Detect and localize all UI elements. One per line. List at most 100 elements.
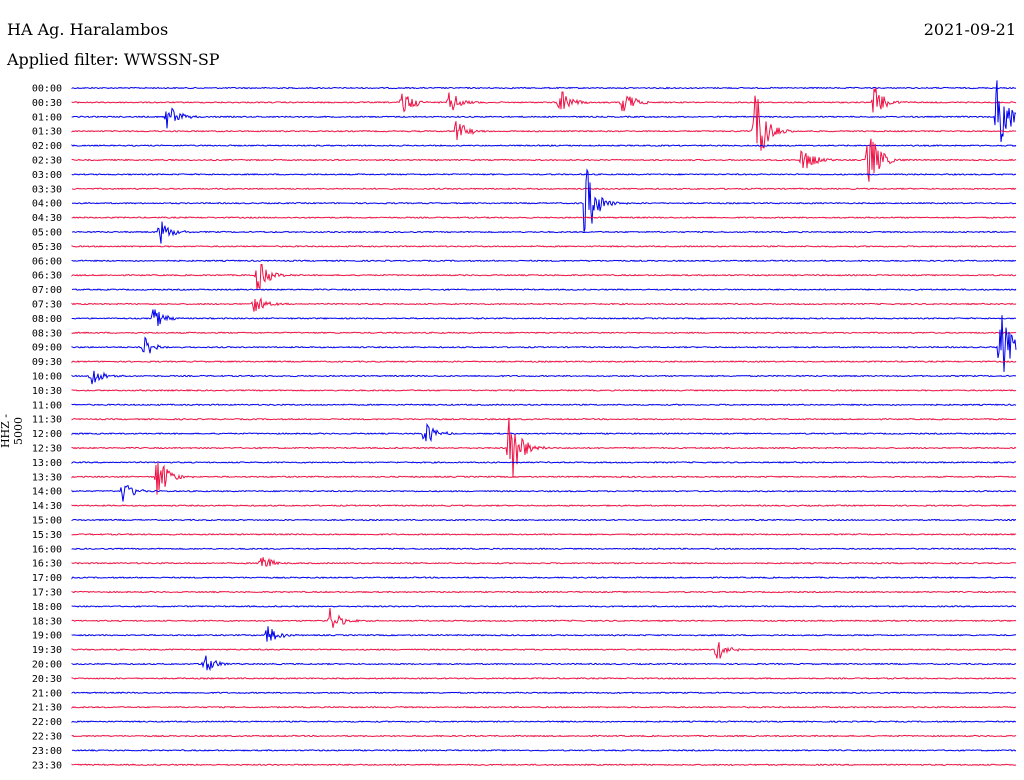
time-tick-label: 01:30: [32, 127, 62, 138]
time-tick-label: 09:00: [32, 343, 62, 354]
time-tick-label: 02:00: [32, 141, 62, 152]
trace-line: [71, 417, 1017, 421]
time-tick-label: 03:30: [32, 184, 62, 195]
trace-line: [71, 259, 1016, 263]
time-tick-label: 03:00: [32, 170, 62, 181]
trace-line: [71, 705, 1016, 709]
trace-line: [71, 557, 1017, 567]
time-tick-label: 00:30: [32, 98, 62, 109]
trace-line: [71, 626, 1017, 642]
time-tick-label: 08:30: [32, 328, 62, 339]
time-tick-label: 02:30: [32, 156, 62, 167]
trace-line: [71, 608, 1017, 628]
trace-line: [71, 749, 1017, 752]
time-tick-label: 23:00: [32, 746, 62, 757]
time-tick-label: 11:00: [32, 400, 62, 411]
trace-line: [71, 422, 1017, 443]
trace-line: [71, 734, 1017, 738]
trace-line: [71, 331, 1017, 335]
trace-line: [71, 691, 1017, 695]
trace-line: [71, 504, 1017, 507]
time-tick-label: 21:00: [32, 688, 62, 699]
time-tick-label: 17:00: [32, 573, 62, 584]
time-tick-label: 21:30: [32, 703, 62, 714]
time-tick-label: 12:30: [32, 444, 62, 455]
trace-line: [71, 461, 1017, 464]
time-tick-label: 05:30: [32, 242, 62, 253]
time-tick-label: 13:30: [32, 472, 62, 483]
time-labels: 00:00 00:30 01:00 01:30 02:00 02:30 03:00 03:30…: [32, 84, 62, 772]
time-tick-label: 08:00: [32, 314, 62, 325]
trace-line: [71, 655, 1017, 672]
trace-line: [71, 221, 1017, 244]
time-tick-label: 19:30: [32, 645, 62, 656]
trace-line: [71, 86, 1017, 90]
trace-line: [71, 605, 1017, 608]
trace-line: [71, 297, 1017, 312]
time-tick-label: 04:00: [32, 199, 62, 210]
time-tick-label: 06:30: [32, 271, 62, 282]
trace-line: [71, 370, 1017, 385]
time-tick-label: 07:30: [32, 300, 62, 311]
trace-line: [71, 642, 1017, 659]
time-tick-label: 01:00: [32, 112, 62, 123]
trace-line: [71, 403, 1017, 407]
time-tick-label: 12:00: [32, 429, 62, 440]
trace-line: [71, 80, 1017, 142]
time-tick-label: 13:00: [32, 458, 62, 469]
trace-line: [71, 590, 1017, 594]
filter-label: Applied filter: WWSSN-SP: [7, 50, 220, 69]
trace-line: [71, 518, 1017, 522]
trace-line: [71, 360, 1017, 364]
time-tick-label: 10:30: [32, 386, 62, 397]
time-tick-label: 04:30: [32, 213, 62, 224]
time-tick-label: 20:30: [32, 674, 62, 685]
trace-line: [71, 533, 1017, 536]
time-tick-label: 14:30: [32, 501, 62, 512]
trace-line: [71, 264, 1017, 290]
time-tick-label: 15:30: [32, 530, 62, 541]
trace-line: [71, 576, 1017, 580]
time-tick-label: 15:00: [32, 516, 62, 527]
trace-line: [71, 216, 1017, 219]
time-tick-label: 11:30: [32, 415, 62, 426]
time-tick-label: 22:00: [32, 717, 62, 728]
trace-line: [71, 417, 1017, 478]
time-tick-label: 09:30: [32, 357, 62, 368]
time-tick-label: 16:30: [32, 559, 62, 570]
time-tick-label: 16:00: [32, 544, 62, 555]
station-title: HA Ag. Haralambos: [7, 20, 169, 39]
trace-line: [71, 144, 1017, 147]
trace-line: [71, 187, 1017, 191]
time-tick-label: 10:00: [32, 372, 62, 383]
trace-line: [71, 547, 1017, 551]
trace-line: [71, 245, 1017, 248]
trace-line: [71, 95, 1017, 151]
time-tick-label: 14:00: [32, 487, 62, 498]
trace-line: [71, 315, 1017, 372]
date-label: 2021-09-21: [923, 20, 1016, 39]
time-tick-label: 18:00: [32, 602, 62, 613]
time-tick-label: 19:00: [32, 631, 62, 642]
trace-line: [71, 138, 1017, 182]
time-tick-label: 17:30: [32, 588, 62, 599]
trace-line: [71, 288, 1017, 291]
trace-line: [71, 462, 1017, 495]
time-tick-label: 20:00: [32, 660, 62, 671]
trace-line: [71, 389, 1016, 392]
trace-line: [71, 484, 1017, 502]
trace-line: [71, 763, 1017, 767]
time-tick-label: 00:00: [32, 84, 62, 95]
trace-lines: [71, 80, 1017, 767]
trace-line: [71, 168, 1017, 233]
trace-line: [71, 173, 1017, 176]
time-tick-label: 05:00: [32, 228, 62, 239]
trace-line: [71, 677, 1017, 680]
time-tick-label: 22:30: [32, 732, 62, 743]
trace-line: [71, 87, 1017, 113]
trace-line: [71, 720, 1016, 723]
time-tick-label: 23:30: [32, 760, 62, 771]
time-tick-label: 07:00: [32, 285, 62, 296]
time-tick-label: 06:00: [32, 256, 62, 267]
